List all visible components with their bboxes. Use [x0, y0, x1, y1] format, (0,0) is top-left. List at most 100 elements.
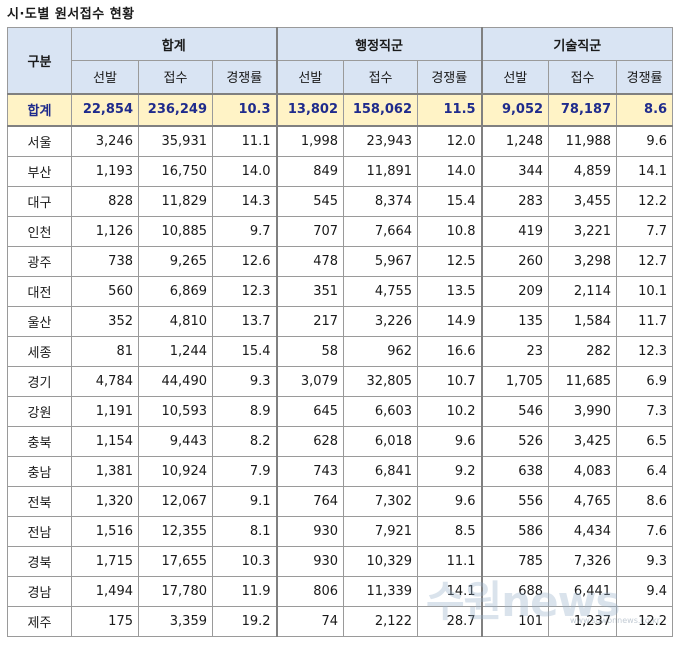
ratio-cell: 9.3 — [211, 365, 278, 397]
selected-cell: 556 — [480, 485, 550, 517]
applied-cell: 4,434 — [548, 515, 618, 547]
selected-cell: 3,079 — [275, 365, 345, 397]
applied-cell: 10,329 — [343, 545, 419, 577]
selected-cell: 560 — [71, 275, 139, 307]
ratio-cell: 19.2 — [211, 605, 278, 637]
selected-cell: 638 — [480, 455, 550, 487]
page-title: 시·도별 원서접수 현황 — [7, 7, 135, 22]
applied-cell: 3,298 — [548, 245, 618, 277]
selected-cell: 785 — [480, 545, 550, 577]
ratio-cell: 8.6 — [616, 485, 674, 517]
applied-cell: 3,221 — [548, 215, 618, 247]
selected-cell: 1,715 — [71, 545, 139, 577]
header-group-total: 합계 — [70, 27, 278, 61]
selected-cell: 1,154 — [71, 425, 139, 457]
selected-cell: 930 — [275, 545, 345, 577]
table-row: 전북 1,320 12,067 9.1 764 7,302 9.6 556 4,765 8.6 — [7, 485, 674, 517]
selected-cell: 13,802 — [275, 92, 345, 127]
selected-cell: 23 — [480, 335, 550, 367]
ratio-cell: 10.7 — [417, 365, 483, 397]
applied-cell: 11,685 — [548, 365, 618, 397]
applied-cell: 11,891 — [343, 155, 419, 187]
selected-cell: 352 — [71, 305, 139, 337]
applied-cell: 3,359 — [138, 605, 213, 637]
selected-cell: 74 — [275, 605, 345, 637]
table-row: 경북 1,715 17,655 10.3 930 10,329 11.1 785 7,326 9.… — [7, 545, 674, 577]
applied-cell: 1,244 — [138, 335, 213, 367]
applied-cell: 6,869 — [138, 275, 213, 307]
selected-cell: 849 — [275, 155, 345, 187]
applied-cell: 1,584 — [548, 305, 618, 337]
selected-cell: 1,705 — [480, 365, 550, 397]
region-cell: 부산 — [7, 155, 72, 187]
ratio-cell: 12.7 — [616, 245, 674, 277]
applied-cell: 4,083 — [548, 455, 618, 487]
ratio-cell: 9.3 — [616, 545, 674, 577]
ratio-cell: 10.1 — [616, 275, 674, 307]
selected-cell: 526 — [480, 425, 550, 457]
selected-cell: 58 — [275, 335, 345, 367]
ratio-cell: 6.5 — [616, 425, 674, 457]
ratio-cell: 12.0 — [417, 125, 483, 157]
selected-cell: 22,854 — [71, 92, 139, 127]
applied-cell: 4,755 — [343, 275, 419, 307]
table-row: 인천 1,126 10,885 9.7 707 7,664 10.8 419 3,221 7.7 — [7, 215, 674, 247]
ratio-cell: 11.1 — [211, 125, 278, 157]
ratio-cell: 9.2 — [417, 455, 483, 487]
applied-cell: 236,249 — [138, 92, 213, 127]
applied-cell: 16,750 — [138, 155, 213, 187]
applied-cell: 17,780 — [138, 575, 213, 607]
ratio-cell: 14.0 — [417, 155, 483, 187]
applied-cell: 9,443 — [138, 425, 213, 457]
ratio-cell: 8.1 — [211, 515, 278, 547]
header-subcol-selected: 선발 — [480, 60, 550, 95]
selected-cell: 806 — [275, 575, 345, 607]
region-cell: 대구 — [7, 185, 72, 217]
region-cell: 경북 — [7, 545, 72, 577]
application-stats-table: 구분 합계 행정직군 기술직군 선발 접수 경쟁률 선발 접수 경쟁률 선발 접… — [7, 27, 674, 637]
selected-cell: 209 — [480, 275, 550, 307]
applied-cell: 32,805 — [343, 365, 419, 397]
header-subcol-selected: 선발 — [275, 60, 345, 95]
selected-cell: 828 — [71, 185, 139, 217]
table-row: 대전 560 6,869 12.3 351 4,755 13.5 209 2,114 10.1 — [7, 275, 674, 307]
table-row: 충북 1,154 9,443 8.2 628 6,018 9.6 526 3,425 6.5 — [7, 425, 674, 457]
selected-cell: 478 — [275, 245, 345, 277]
applied-cell: 158,062 — [343, 92, 419, 127]
ratio-cell: 6.4 — [616, 455, 674, 487]
ratio-cell: 7.7 — [616, 215, 674, 247]
applied-cell: 10,924 — [138, 455, 213, 487]
region-cell: 경기 — [7, 365, 72, 397]
region-cell: 충북 — [7, 425, 72, 457]
applied-cell: 2,114 — [548, 275, 618, 307]
region-cell: 광주 — [7, 245, 72, 277]
selected-cell: 545 — [275, 185, 345, 217]
ratio-cell: 10.3 — [211, 92, 278, 127]
ratio-cell: 15.4 — [417, 185, 483, 217]
region-cell: 서울 — [7, 125, 72, 157]
applied-cell: 10,885 — [138, 215, 213, 247]
ratio-cell: 14.3 — [211, 185, 278, 217]
applied-cell: 7,664 — [343, 215, 419, 247]
ratio-cell: 11.9 — [211, 575, 278, 607]
header-subcol-applied: 접수 — [548, 60, 618, 95]
applied-cell: 6,441 — [548, 575, 618, 607]
applied-cell: 282 — [548, 335, 618, 367]
ratio-cell: 11.5 — [417, 92, 483, 127]
table-row: 경기 4,784 44,490 9.3 3,079 32,805 10.7 1,705 11,6… — [7, 365, 674, 397]
ratio-cell: 10.3 — [211, 545, 278, 577]
ratio-cell: 11.1 — [417, 545, 483, 577]
selected-cell: 81 — [71, 335, 139, 367]
ratio-cell: 8.5 — [417, 515, 483, 547]
applied-cell: 9,265 — [138, 245, 213, 277]
ratio-cell: 9.6 — [616, 125, 674, 157]
selected-cell: 175 — [71, 605, 139, 637]
header-subcol-ratio: 경쟁률 — [616, 60, 674, 95]
table-row: 광주 738 9,265 12.6 478 5,967 12.5 260 3,298 12.7 — [7, 245, 674, 277]
header-subcol-ratio: 경쟁률 — [417, 60, 483, 95]
applied-cell: 12,355 — [138, 515, 213, 547]
selected-cell: 1,381 — [71, 455, 139, 487]
table-row: 전남 1,516 12,355 8.1 930 7,921 8.5 586 4,434 7.6 — [7, 515, 674, 547]
ratio-cell: 16.6 — [417, 335, 483, 367]
table-row: 경남 1,494 17,780 11.9 806 11,339 14.1 688 6,441 9.… — [7, 575, 674, 607]
